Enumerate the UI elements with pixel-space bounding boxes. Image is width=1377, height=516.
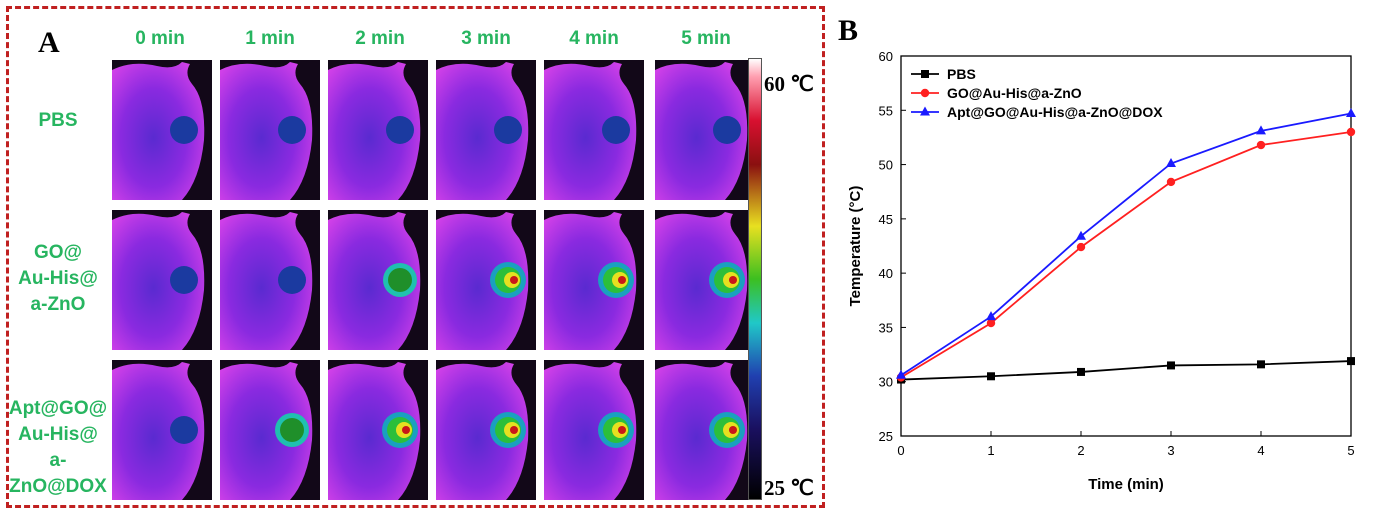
y-tick-label: 35: [879, 320, 893, 335]
thermal-image-2-2: [328, 360, 428, 500]
plot-frame: [900, 55, 1352, 437]
temperature-colorbar: [748, 58, 762, 500]
panel-a-letter: A: [38, 26, 60, 59]
x-tick-label: 5: [1347, 443, 1354, 458]
data-point-0-3: [1167, 361, 1175, 370]
time-label-4: 4 min: [569, 28, 619, 49]
x-tick-label: 4: [1257, 443, 1264, 458]
data-point-1-2: [1076, 242, 1086, 252]
thermal-image-1-1: [220, 210, 320, 350]
legend-marker-1: [920, 88, 930, 98]
x-tick-label: 1: [987, 443, 994, 458]
legend-label-0: PBS: [947, 66, 976, 82]
thermal-image-2-0: [112, 360, 212, 500]
panel-b-letter: B: [838, 14, 859, 47]
y-tick-label: 55: [879, 103, 893, 118]
colorbar-max-label: 60 ℃: [764, 72, 814, 96]
thermal-image-1-0: [112, 210, 212, 350]
time-label-5: 5 min: [681, 28, 731, 49]
y-tick-label: 60: [879, 49, 893, 64]
y-tick-label: 30: [879, 375, 893, 390]
thermal-image-2-4: [544, 360, 644, 500]
legend-marker-2: [920, 106, 930, 116]
y-tick-label: 40: [879, 266, 893, 281]
thermal-image-1-2: [328, 210, 428, 350]
y-tick-label: 25: [879, 429, 893, 444]
y-tick-label: 45: [879, 212, 893, 227]
data-point-0-5: [1347, 357, 1355, 366]
data-point-2-3: [1166, 157, 1176, 167]
data-point-1-1: [986, 318, 996, 328]
x-tick-label: 2: [1077, 443, 1084, 458]
series-line-2: [900, 112, 1352, 376]
legend-label-2: Apt@GO@Au-His@a-ZnO@DOX: [947, 104, 1163, 120]
colorbar-min-label: 25 ℃: [764, 476, 814, 500]
thermal-image-0-4: [544, 60, 644, 200]
data-point-2-2: [1076, 230, 1086, 240]
series-line-1: [900, 131, 1352, 379]
group-label-pbs: PBS: [38, 110, 78, 131]
thermal-image-0-3: [436, 60, 536, 200]
time-label-3: 3 min: [461, 28, 511, 49]
data-point-2-1: [986, 311, 996, 321]
thermal-image-2-3: [436, 360, 536, 500]
thermal-image-0-2: [328, 60, 428, 200]
thermal-image-1-3: [436, 210, 536, 350]
data-point-0-2: [1077, 367, 1085, 376]
data-point-1-5: [1346, 127, 1356, 137]
time-label-0: 0 min: [135, 28, 185, 49]
data-point-2-4: [1256, 125, 1266, 135]
y-axis-label: Temperature (°C): [847, 186, 864, 307]
data-point-0-1: [987, 372, 995, 381]
legend-label-1: GO@Au-His@a-ZnO: [947, 85, 1082, 101]
thermal-image-2-1: [220, 360, 320, 500]
time-label-2: 2 min: [355, 28, 405, 49]
data-point-1-4: [1256, 140, 1266, 150]
panel-a: [6, 6, 825, 508]
x-tick-label: 3: [1167, 443, 1174, 458]
y-tick-label: 50: [879, 158, 893, 173]
thermal-image-2-5: [655, 360, 755, 500]
x-tick-label: 0: [897, 443, 904, 458]
group-label-go-au-his-zno: GO@ Au-His@ a-ZnO: [18, 242, 98, 315]
data-point-0-4: [1257, 360, 1265, 369]
legend-marker-0: [921, 70, 929, 78]
group-label-apt-go-dox: Apt@GO@ Au-His@ a-ZnO@DOX: [8, 398, 108, 497]
thermal-image-1-4: [544, 210, 644, 350]
thermal-image-0-1: [220, 60, 320, 200]
thermal-image-1-5: [655, 210, 755, 350]
data-point-2-0: [896, 369, 906, 379]
thermal-image-0-0: [112, 60, 212, 200]
time-label-1: 1 min: [245, 28, 295, 49]
series-line-0: [900, 360, 1352, 381]
thermal-image-0-5: [655, 60, 755, 200]
data-point-2-5: [1346, 108, 1356, 118]
x-axis-label: Time (min): [1088, 476, 1164, 493]
data-point-1-3: [1166, 177, 1176, 187]
